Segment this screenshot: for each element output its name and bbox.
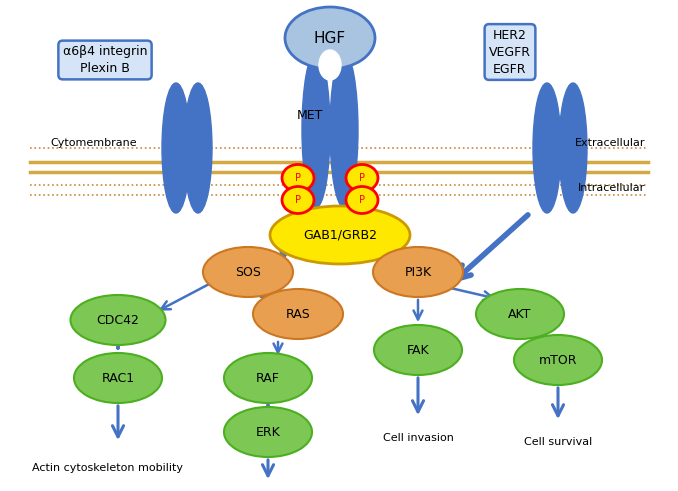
Ellipse shape bbox=[319, 50, 341, 80]
Text: SOS: SOS bbox=[235, 266, 261, 278]
Text: Intracellular: Intracellular bbox=[578, 183, 645, 193]
Text: Extracellular: Extracellular bbox=[574, 138, 645, 148]
Ellipse shape bbox=[514, 335, 602, 385]
Text: P: P bbox=[295, 195, 301, 205]
Text: HGF: HGF bbox=[314, 30, 346, 46]
Text: HER2
VEGFR
EGFR: HER2 VEGFR EGFR bbox=[489, 28, 531, 76]
Text: FAK: FAK bbox=[407, 344, 429, 356]
Ellipse shape bbox=[346, 187, 378, 214]
Ellipse shape bbox=[559, 83, 587, 213]
Text: P: P bbox=[359, 173, 365, 183]
Ellipse shape bbox=[184, 83, 212, 213]
Ellipse shape bbox=[253, 289, 343, 339]
Text: P: P bbox=[359, 195, 365, 205]
Text: Actin cytoskeleton mobility: Actin cytoskeleton mobility bbox=[33, 463, 184, 473]
Text: ERK: ERK bbox=[256, 426, 281, 438]
Text: P: P bbox=[295, 173, 301, 183]
Text: mTOR: mTOR bbox=[539, 354, 577, 366]
Text: RAS: RAS bbox=[285, 307, 311, 321]
Ellipse shape bbox=[224, 353, 312, 403]
Text: MET: MET bbox=[297, 109, 323, 121]
Ellipse shape bbox=[302, 53, 330, 208]
Text: Cell invasion: Cell invasion bbox=[382, 433, 454, 443]
Ellipse shape bbox=[162, 83, 190, 213]
Ellipse shape bbox=[74, 353, 162, 403]
Ellipse shape bbox=[203, 247, 293, 297]
Text: Cytomembrane: Cytomembrane bbox=[50, 138, 137, 148]
Ellipse shape bbox=[224, 407, 312, 457]
Text: α6β4 integrin
Plexin B: α6β4 integrin Plexin B bbox=[63, 45, 147, 75]
Text: CDC42: CDC42 bbox=[96, 313, 140, 327]
Text: Cell survival: Cell survival bbox=[524, 437, 592, 447]
Ellipse shape bbox=[346, 164, 378, 191]
Ellipse shape bbox=[476, 289, 564, 339]
Ellipse shape bbox=[282, 187, 314, 214]
Ellipse shape bbox=[71, 295, 165, 345]
Text: AKT: AKT bbox=[508, 307, 532, 321]
Ellipse shape bbox=[285, 7, 375, 69]
Text: RAC1: RAC1 bbox=[102, 372, 134, 384]
Ellipse shape bbox=[533, 83, 561, 213]
Ellipse shape bbox=[270, 206, 410, 264]
Ellipse shape bbox=[374, 325, 462, 375]
Text: RAF: RAF bbox=[256, 372, 280, 384]
Ellipse shape bbox=[330, 53, 358, 208]
Ellipse shape bbox=[282, 164, 314, 191]
Text: PI3K: PI3K bbox=[405, 266, 432, 278]
Ellipse shape bbox=[373, 247, 463, 297]
Text: GAB1/GRB2: GAB1/GRB2 bbox=[303, 228, 377, 242]
